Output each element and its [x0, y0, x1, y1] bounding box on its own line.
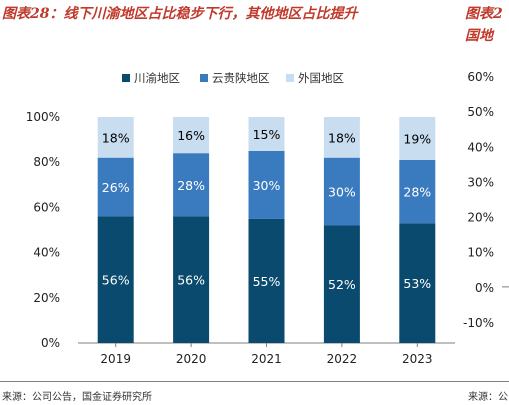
data-label: 16% — [177, 128, 205, 143]
bar-segment — [323, 225, 360, 343]
data-label: 56% — [177, 273, 205, 288]
stacked-bar-chart: 川渝地区 云贵陕地区 外国地区 0% 20% 40% 60% 80% 100% 56% 26% 18%… — [26, 71, 455, 366]
figure-title: 图表28：线下川渝地区占比稳步下行，其他地区占比提升 — [2, 6, 358, 22]
right-y-tick-label: 10% — [467, 246, 494, 260]
bar-segment — [399, 159, 436, 224]
data-label: 28% — [177, 178, 205, 193]
bar-segment — [248, 218, 285, 343]
y-tick-label: 0% — [41, 336, 60, 350]
right-chart-axis: 60% 50% 40% 30% 20% 10% 0% -10% — [463, 70, 509, 330]
x-tick-label: 2023 — [402, 352, 433, 366]
data-label: 53% — [403, 276, 431, 291]
x-tick-label: 2020 — [176, 352, 207, 366]
x-tick-label: 2019 — [100, 352, 131, 366]
x-tick-label: 2022 — [327, 352, 358, 366]
y-tick-label: 80% — [33, 155, 60, 169]
bar-segment — [97, 117, 134, 158]
right-source-note: 来源：公 — [468, 392, 508, 403]
right-y-tick-label: 0% — [475, 281, 494, 295]
data-label: 52% — [328, 277, 356, 292]
right-y-tick-label: 40% — [467, 140, 494, 154]
data-label: 55% — [253, 274, 281, 289]
data-label: 30% — [253, 178, 281, 193]
bar-segment — [173, 117, 210, 154]
bar-segment — [323, 117, 360, 158]
y-tick-label: 40% — [33, 246, 60, 260]
bar-segment — [97, 157, 134, 217]
source-note: 来源：公司公告，国金证券研究所 — [2, 392, 152, 403]
right-y-tick-label: 50% — [467, 105, 494, 119]
data-label: 56% — [102, 273, 130, 288]
y-tick-label: 100% — [26, 110, 60, 124]
bar-segment — [97, 216, 134, 343]
data-label: 18% — [328, 130, 356, 145]
legend-label-2: 云贵陕地区 — [212, 71, 270, 85]
data-label: 18% — [102, 130, 130, 145]
bar-segment — [173, 153, 210, 217]
legend-swatch-3 — [286, 74, 294, 82]
bar-segment — [248, 117, 285, 151]
right-y-tick-label: 60% — [467, 70, 494, 84]
bar-segment — [248, 150, 285, 219]
bar-segment — [173, 216, 210, 343]
right-figure-title: 图表2 国地 — [465, 6, 503, 44]
y-tick-label: 20% — [33, 291, 60, 305]
bar-segment — [399, 117, 436, 160]
bar-segment — [399, 223, 436, 343]
x-tick-label: 2021 — [251, 352, 282, 366]
right-y-tick-label: 30% — [467, 175, 494, 189]
bar-segment — [323, 157, 360, 226]
data-label: 26% — [102, 180, 130, 195]
y-tick-label: 60% — [33, 200, 60, 214]
data-label: 30% — [328, 185, 356, 200]
footer-divider — [0, 381, 509, 382]
legend-label-3: 外国地区 — [298, 71, 344, 85]
right-y-tick-label: -10% — [463, 316, 494, 330]
legend-label-1: 川渝地区 — [134, 71, 180, 85]
legend-swatch-1 — [122, 74, 130, 82]
data-label: 19% — [403, 131, 431, 146]
legend-swatch-2 — [200, 74, 208, 82]
data-label: 15% — [253, 127, 281, 142]
data-label: 28% — [403, 185, 431, 200]
right-y-tick-label: 20% — [467, 211, 494, 225]
